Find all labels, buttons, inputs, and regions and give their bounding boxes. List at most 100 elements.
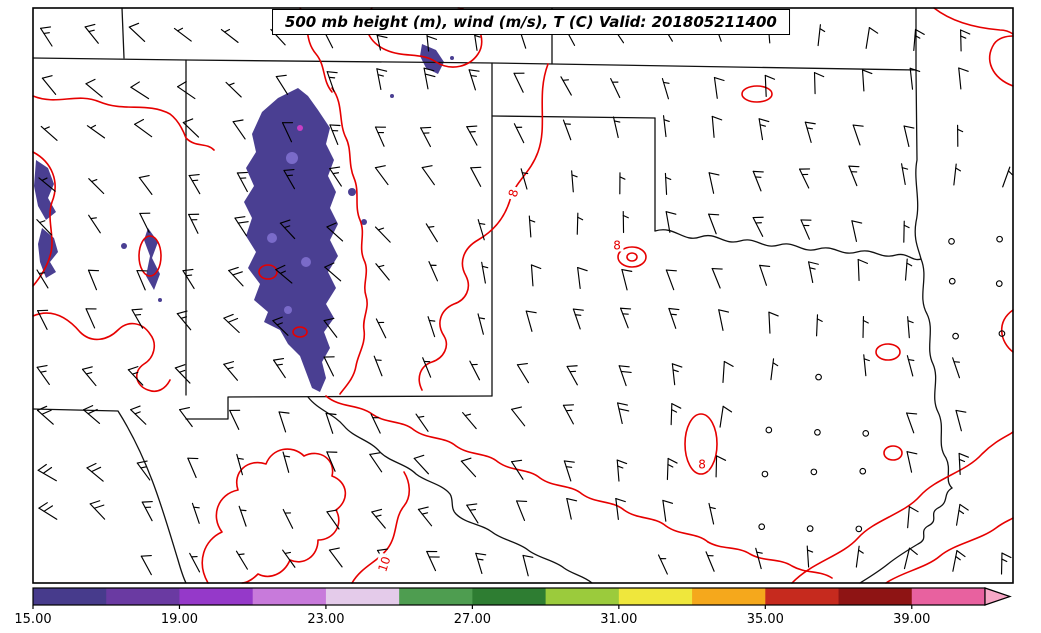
shaded-spot-magenta	[297, 125, 303, 131]
wind-barb	[808, 261, 819, 284]
wind-barb	[516, 500, 528, 522]
temperature-contour	[988, 35, 1014, 87]
wind-barb	[906, 451, 918, 473]
state-border	[32, 408, 187, 584]
colorbar-segment	[765, 588, 840, 605]
shaded-dot	[361, 219, 367, 225]
state-border	[121, 7, 125, 59]
wind-barb	[187, 457, 199, 479]
temperature-shading	[34, 44, 454, 392]
contour-label-group: 10	[373, 552, 393, 576]
wind-barb	[804, 121, 816, 143]
wind-barb	[960, 29, 971, 52]
wind-barb	[477, 219, 486, 241]
wind-barb	[40, 26, 53, 47]
state-borders	[32, 7, 953, 584]
wind-barb	[275, 264, 293, 284]
colorbar-segment	[33, 588, 107, 605]
wind-barb	[425, 223, 438, 243]
wind-barb	[851, 220, 863, 242]
wind-barb	[173, 27, 192, 42]
wind-barb	[36, 364, 50, 386]
wind-barb	[513, 123, 525, 144]
state-border	[914, 7, 922, 260]
wind-barb	[722, 360, 734, 384]
temperature-contour-ring	[741, 85, 773, 103]
temperature-contour	[331, 87, 368, 395]
contour-label-group: 8	[610, 237, 624, 253]
wind-barb	[800, 219, 812, 240]
wind-barb	[130, 81, 150, 100]
contour-label: 10	[375, 555, 393, 574]
wind-barb	[719, 405, 733, 428]
wind-barb	[326, 222, 344, 242]
shaded-dot	[121, 243, 127, 249]
wind-barb	[752, 170, 764, 192]
wind-barb	[176, 81, 196, 100]
contour-label: 8	[613, 239, 621, 253]
wind-barb	[85, 308, 97, 329]
wind-barb	[665, 211, 677, 233]
wind-barb	[139, 212, 151, 233]
calm-wind-circle	[810, 468, 818, 476]
colorbar-tick-label: 39.00	[893, 612, 930, 627]
wind-barb	[470, 166, 482, 187]
wind-barb	[223, 361, 238, 381]
contour-label-halo	[504, 184, 521, 201]
wind-barb	[415, 413, 429, 432]
temperature-contour	[933, 7, 1014, 35]
wind-barb	[426, 550, 440, 572]
wind-barb	[36, 405, 54, 425]
wind-barb	[326, 451, 338, 472]
wind-barb	[711, 115, 723, 138]
shaded-spot-light	[284, 306, 292, 314]
wind-barb	[281, 122, 294, 143]
wind-barb	[952, 550, 966, 572]
wind-barb	[909, 67, 921, 90]
wind-barb	[235, 550, 248, 570]
wind-barb	[913, 28, 925, 51]
wind-barb	[278, 411, 290, 433]
wind-barb	[511, 459, 524, 480]
wind-barb	[662, 499, 674, 522]
wind-barb	[516, 363, 530, 384]
wind-barb	[466, 503, 479, 524]
wind-barb	[38, 502, 58, 520]
colorbar-segment	[106, 588, 181, 605]
wind-barb	[36, 219, 52, 236]
wind-barb	[958, 67, 969, 90]
wind-barb	[232, 119, 246, 140]
colorbar-segment	[252, 588, 327, 605]
colorbar-segment	[911, 588, 986, 605]
wind-barb	[616, 459, 628, 482]
wind-barb	[668, 307, 680, 329]
wind-barb	[671, 363, 683, 386]
shaded-region-main	[244, 88, 338, 392]
wind-barb	[657, 554, 668, 575]
wind-barb	[612, 116, 621, 139]
calm-wind-circle	[859, 467, 867, 475]
calm-wind-circle	[758, 523, 766, 531]
state-border	[32, 57, 917, 71]
wind-barb	[238, 505, 247, 527]
wind-barb	[620, 307, 632, 329]
wind-barb	[220, 28, 239, 43]
temperature-contour	[1000, 309, 1014, 353]
wind-barb	[376, 68, 388, 90]
state-border	[859, 487, 953, 584]
wind-barb	[38, 177, 56, 192]
wind-barb	[374, 165, 389, 186]
wind-barb	[562, 404, 575, 425]
wind-barb	[705, 551, 715, 572]
colorbar-segment	[618, 588, 693, 605]
wind-barb	[275, 74, 289, 95]
wind-barb	[127, 366, 144, 386]
wind-barb	[862, 315, 869, 339]
wind-barb	[236, 171, 248, 193]
wind-barb	[522, 554, 534, 577]
wind-barb	[229, 409, 241, 430]
wind-barb	[36, 269, 49, 289]
wind-barb	[373, 355, 383, 377]
wind-barb	[428, 261, 439, 282]
contour-label-halo	[610, 237, 624, 252]
